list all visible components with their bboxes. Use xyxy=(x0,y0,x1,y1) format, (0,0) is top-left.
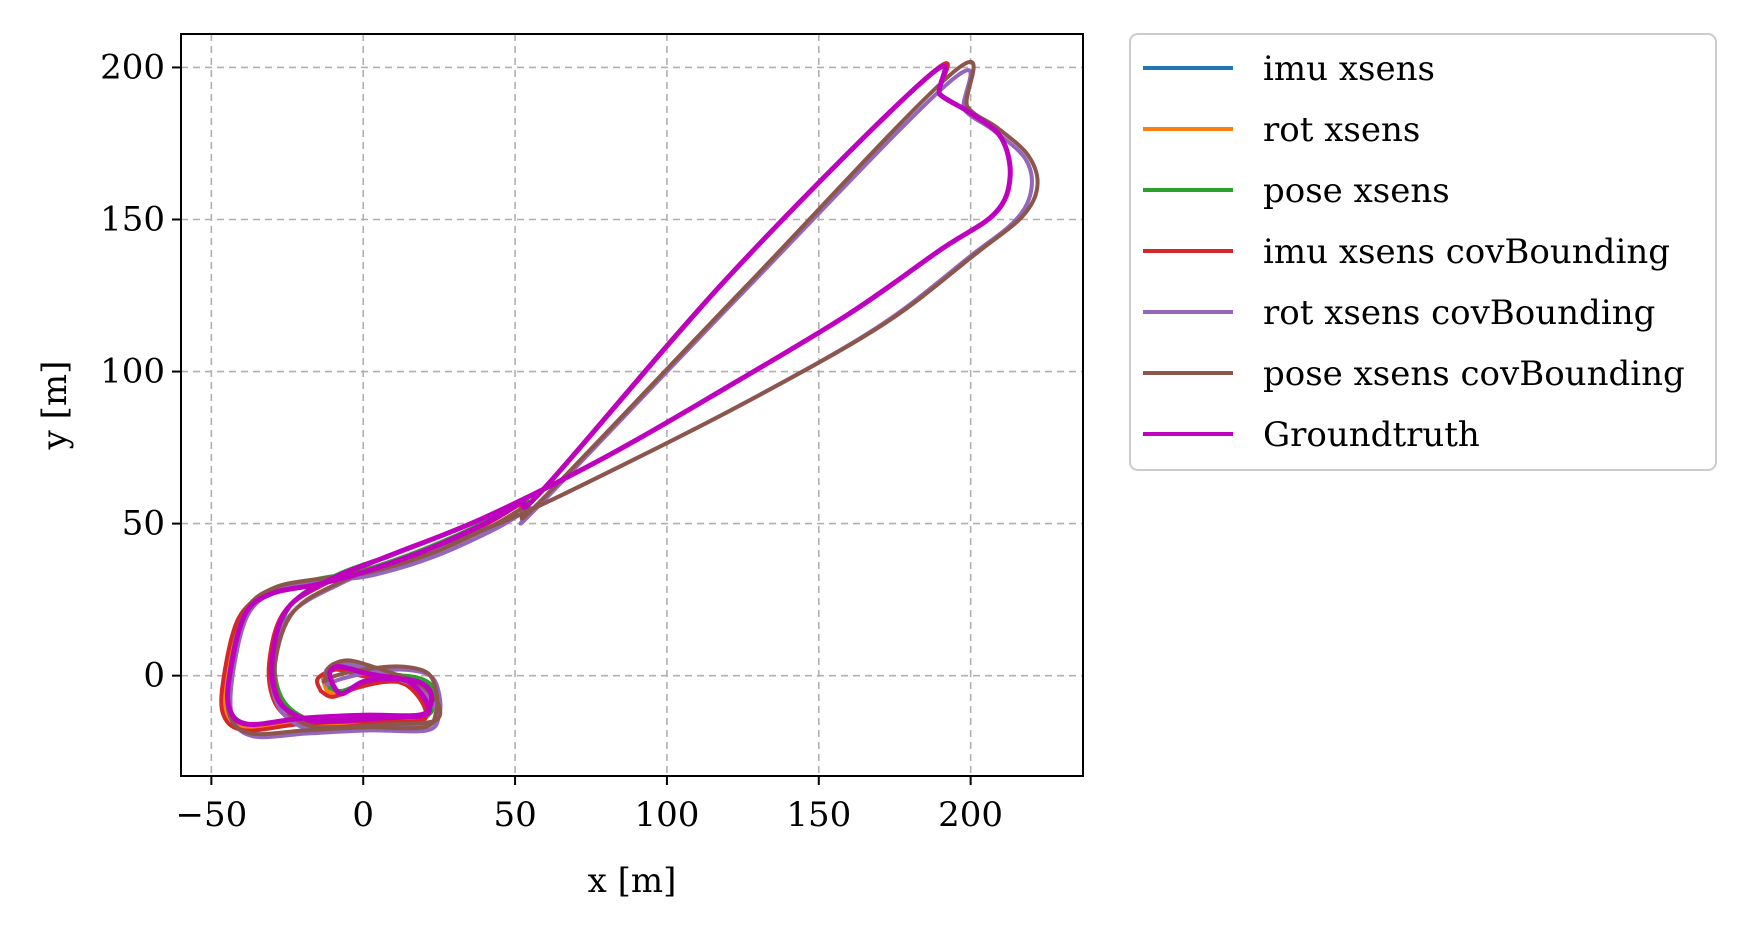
series-line-imu-xsens xyxy=(222,63,1013,730)
x-tick-label: 100 xyxy=(634,795,699,835)
x-tick-label: −50 xyxy=(175,795,247,835)
series-line-rot-xsens-covbounding xyxy=(228,68,1034,740)
series-lines xyxy=(219,60,1040,740)
y-tick-label: 0 xyxy=(143,656,165,696)
series-line-pose-xsens-covbounding xyxy=(225,60,1040,737)
series-line-pose-xsens xyxy=(225,63,1013,727)
x-tick-label: 50 xyxy=(493,795,536,835)
series-line-rot-xsens xyxy=(222,63,1013,730)
legend: imu xsens rot xsens pose xsens imu xsens co… xyxy=(1129,33,1717,471)
series-line-groundtruth xyxy=(225,63,1013,728)
legend-label-pose-xsens-covbounding: pose xsens covBounding xyxy=(1263,354,1685,394)
legend-frame xyxy=(1129,33,1717,471)
x-tick-label: 0 xyxy=(352,795,374,835)
y-tick-label: 50 xyxy=(122,504,165,544)
y-axis-label: y [m] xyxy=(35,361,75,451)
legend-label-rot-xsens-covbounding: rot xsens covBounding xyxy=(1263,293,1655,333)
legend-label-imu-xsens: imu xsens xyxy=(1263,49,1435,89)
y-tick-label: 100 xyxy=(100,352,165,392)
legend-label-groundtruth: Groundtruth xyxy=(1263,415,1480,455)
axis-ticks: −50 0 50 100 150 200 0 50 100 150 200 xyxy=(100,47,1003,835)
legend-label-imu-xsens-covbounding: imu xsens covBounding xyxy=(1263,232,1670,272)
legend-label-rot-xsens: rot xsens xyxy=(1263,110,1420,150)
plot-frame xyxy=(180,33,1084,777)
x-axis-label: x [m] xyxy=(588,861,677,901)
legend-label-pose-xsens: pose xsens xyxy=(1263,171,1450,211)
x-tick-label: 200 xyxy=(938,795,1003,835)
series-line-imu-xsens-covbounding xyxy=(219,61,1013,733)
x-tick-label: 150 xyxy=(786,795,851,835)
y-tick-label: 200 xyxy=(100,47,165,87)
legend-entries: imu xsens rot xsens pose xsens imu xsens co… xyxy=(1143,49,1685,455)
y-tick-label: 150 xyxy=(100,200,165,240)
